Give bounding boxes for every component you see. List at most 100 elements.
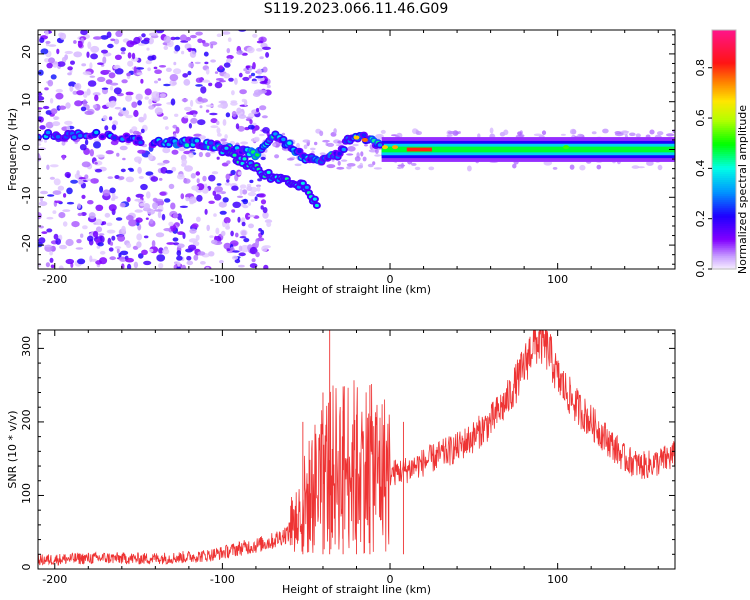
colorbar-segment: [712, 125, 736, 129]
noise-blob: [154, 103, 162, 107]
spectrogram-panel: [38, 30, 675, 269]
noise-blob: [133, 261, 139, 269]
noise-blob: [170, 202, 176, 210]
spectrogram-y-tick-label: 0: [20, 144, 33, 151]
noise-blob: [99, 185, 104, 193]
noise-blob: [119, 202, 126, 208]
noise-blob: [104, 125, 109, 131]
noise-blob: [39, 37, 45, 43]
noise-blob: [138, 116, 145, 123]
noise-blob: [193, 133, 202, 137]
colorbar-segment: [712, 69, 736, 73]
noise-blob: [569, 164, 575, 170]
noise-blob: [59, 244, 67, 250]
noise-blob: [135, 93, 143, 101]
noise-blob: [190, 173, 196, 179]
noise-blob: [47, 194, 55, 197]
noise-blob: [251, 80, 259, 84]
noise-blob: [217, 104, 224, 108]
noise-blob: [153, 66, 158, 70]
noise-blob: [231, 255, 239, 260]
noise-blob: [113, 38, 120, 45]
noise-blob: [205, 152, 211, 158]
noise-blob: [346, 153, 354, 156]
noise-blob: [108, 116, 113, 121]
noise-blob: [116, 248, 120, 254]
colorbar-segment: [712, 193, 736, 196]
colorbar-segment: [712, 113, 736, 117]
noise-blob: [163, 228, 172, 232]
noise-blob: [198, 135, 206, 140]
noise-blob: [126, 40, 135, 48]
colorbar-segment: [712, 37, 736, 41]
noise-blob: [216, 127, 221, 134]
noise-blob: [303, 144, 308, 150]
noise-blob: [236, 195, 244, 198]
noise-blob: [360, 151, 364, 157]
noise-blob: [347, 146, 356, 152]
colorbar-segment: [712, 219, 736, 222]
noise-blob: [221, 31, 231, 35]
colorbar-segment: [712, 247, 736, 250]
colorbar-segment: [712, 197, 736, 200]
noise-blob: [143, 235, 149, 239]
noise-blob: [120, 250, 129, 256]
noise-blob: [263, 264, 269, 269]
colorbar-tick-label: 0.6: [694, 109, 707, 127]
noise-blob: [223, 242, 232, 250]
noise-blob: [196, 216, 201, 222]
noise-blob: [230, 230, 234, 237]
noise-blob: [145, 59, 152, 65]
noise-blob: [136, 233, 143, 241]
noise-blob: [49, 98, 54, 104]
noise-blob: [188, 123, 192, 129]
colorbar-segment: [712, 209, 736, 212]
noise-blob: [225, 112, 231, 118]
colorbar-segment: [712, 223, 736, 226]
noise-blob: [45, 262, 51, 268]
noise-blob: [52, 190, 62, 196]
noise-blob: [72, 90, 78, 95]
colorbar-segment: [712, 179, 736, 182]
noise-blob: [255, 75, 264, 79]
noise-blob: [127, 52, 132, 59]
colorbar-segment: [712, 191, 736, 194]
noise-blob: [181, 159, 188, 165]
noise-blob: [204, 61, 209, 65]
noise-blob: [135, 209, 141, 213]
colorbar-segment: [712, 185, 736, 188]
colorbar-segment: [712, 143, 736, 147]
noise-blob: [49, 164, 59, 168]
noise-blob: [238, 114, 247, 119]
branch-blob-inner: [300, 181, 305, 185]
colorbar-segment: [712, 199, 736, 202]
noise-blob: [181, 98, 189, 102]
noise-blob: [57, 185, 65, 191]
colorbar-segment: [712, 157, 736, 161]
noise-blob: [133, 66, 137, 74]
noise-blob: [95, 204, 104, 211]
noise-blob: [252, 122, 257, 126]
noise-blob: [107, 176, 114, 180]
trace-highlight: [381, 145, 388, 150]
noise-blob: [38, 212, 42, 220]
colorbar-segment: [712, 165, 736, 169]
noise-blob: [87, 80, 97, 87]
noise-blob: [184, 165, 193, 172]
noise-blob: [166, 242, 176, 245]
noise-blob: [145, 217, 149, 220]
noise-blob: [190, 99, 194, 107]
noise-blob: [149, 218, 154, 224]
trace-highlight: [563, 145, 570, 150]
noise-blob: [210, 125, 219, 129]
noise-blob: [97, 76, 106, 82]
noise-blob: [226, 178, 230, 183]
noise-blob: [552, 167, 558, 170]
noise-blob: [40, 196, 43, 202]
colorbar-segment: [712, 189, 736, 192]
noise-blob: [114, 175, 120, 179]
colorbar-segment: [712, 99, 736, 103]
noise-blob: [186, 255, 192, 261]
noise-blob: [131, 52, 136, 60]
noise-blob: [180, 40, 189, 43]
